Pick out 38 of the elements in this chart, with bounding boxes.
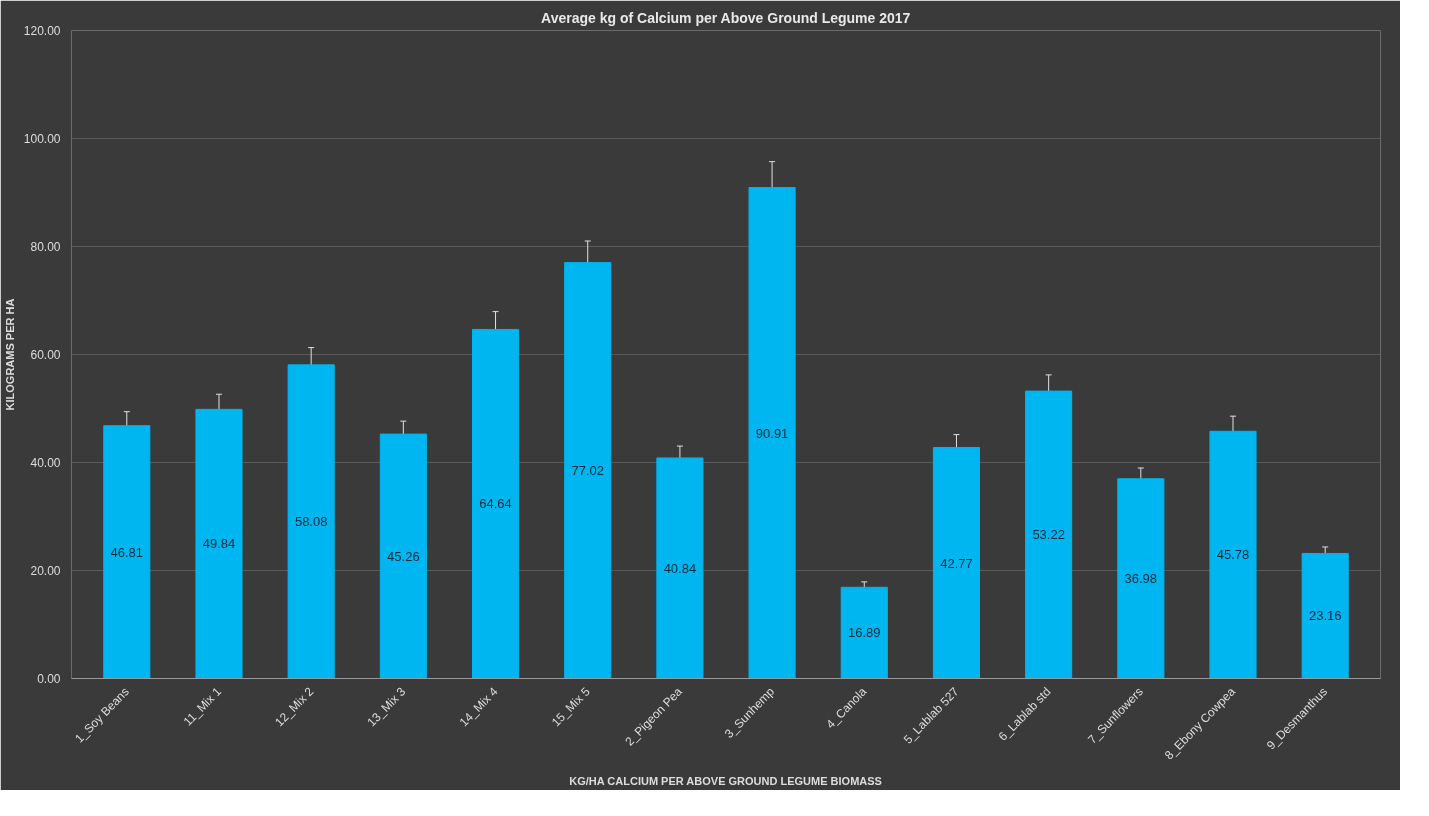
data-label: 40.84 — [663, 560, 697, 576]
data-label: 58.08 — [294, 514, 328, 530]
bar — [1209, 430, 1257, 679]
bar — [195, 408, 243, 679]
y-tick-label: 60.00 — [30, 348, 61, 362]
y-tick-label: 120.00 — [23, 24, 61, 38]
data-label: 90.91 — [755, 425, 789, 441]
chart-title: Average kg of Calcium per Above Ground Legume 2017 — [541, 9, 911, 26]
data-label: 45.26 — [387, 548, 420, 564]
bar — [1025, 390, 1073, 679]
data-label: 16.89 — [848, 625, 881, 641]
data-label: 46.81 — [110, 544, 144, 560]
bar — [1301, 552, 1349, 679]
y-tick-label: 0.00 — [37, 672, 61, 686]
y-tick-label: 100.00 — [23, 132, 61, 146]
bar — [840, 586, 888, 679]
bar — [656, 457, 704, 679]
data-label: 53.22 — [1032, 527, 1065, 543]
bar — [103, 425, 151, 679]
y-tick-label: 20.00 — [30, 564, 61, 578]
bar — [287, 364, 335, 679]
data-label: 64.64 — [479, 496, 512, 512]
bar — [748, 187, 796, 679]
bar — [932, 447, 980, 679]
bar — [1117, 478, 1165, 679]
y-tick-label: 80.00 — [30, 240, 61, 254]
bar — [472, 328, 520, 679]
bar — [379, 433, 427, 679]
x-axis-title: KG/HA CALCIUM PER ABOVE GROUND LEGUME BIOMASS — [569, 775, 882, 788]
data-label: 77.02 — [571, 463, 605, 479]
data-label: 45.78 — [1216, 547, 1250, 563]
data-label: 49.84 — [202, 536, 236, 552]
y-axis-title: KILOGRAMS PER HA — [3, 298, 16, 411]
data-label: 23.16 — [1308, 608, 1342, 624]
data-label: 36.98 — [1124, 571, 1158, 587]
data-label: 42.77 — [940, 555, 973, 571]
y-tick-label: 40.00 — [30, 456, 61, 470]
bar — [564, 262, 612, 679]
